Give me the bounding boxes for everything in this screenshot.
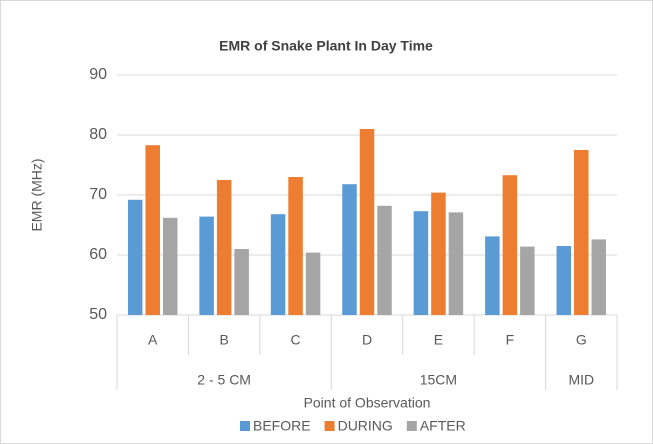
y-tick-label: 60 xyxy=(89,246,107,263)
group-label: MID xyxy=(568,372,594,388)
bar xyxy=(359,129,375,315)
bar xyxy=(199,216,214,315)
bar xyxy=(234,249,249,315)
x-tick-label: G xyxy=(576,332,587,348)
legend-swatch xyxy=(406,421,417,431)
bar xyxy=(342,184,357,315)
bar xyxy=(127,199,143,315)
bar xyxy=(216,180,232,315)
bar xyxy=(270,214,286,315)
chart-title: EMR of Snake Plant In Day Time xyxy=(219,38,433,54)
x-tick-label: E xyxy=(434,332,443,348)
bar xyxy=(574,150,589,315)
bar xyxy=(145,145,160,315)
bar xyxy=(413,211,429,315)
y-tick-label: 80 xyxy=(89,126,107,143)
bar xyxy=(520,246,535,315)
bar xyxy=(162,217,178,315)
bar xyxy=(485,236,500,315)
bar xyxy=(305,252,321,315)
y-tick-label: 90 xyxy=(89,66,107,83)
x-tick-label: D xyxy=(362,332,372,348)
y-axis-title: EMR (MHz) xyxy=(29,158,45,231)
group-label: 2 - 5 CM xyxy=(197,372,251,388)
bar xyxy=(448,212,464,315)
x-tick-label: B xyxy=(219,332,228,348)
bar xyxy=(431,192,446,315)
bar xyxy=(288,177,303,315)
bar xyxy=(502,175,518,315)
legend-label: AFTER xyxy=(420,418,466,434)
x-tick-label: C xyxy=(291,332,301,348)
x-tick-label: A xyxy=(148,332,158,348)
y-tick-label: 50 xyxy=(89,306,107,323)
bar xyxy=(591,239,607,315)
group-label: 15CM xyxy=(420,372,457,388)
bar xyxy=(556,246,572,315)
x-tick-label: F xyxy=(506,332,515,348)
legend-label: BEFORE xyxy=(253,418,311,434)
legend-swatch xyxy=(324,421,335,431)
legend-label: DURING xyxy=(338,418,393,434)
x-axis-title: Point of Observation xyxy=(304,395,431,411)
y-tick-label: 70 xyxy=(89,186,107,203)
bar xyxy=(377,205,392,315)
legend-swatch xyxy=(240,421,250,431)
